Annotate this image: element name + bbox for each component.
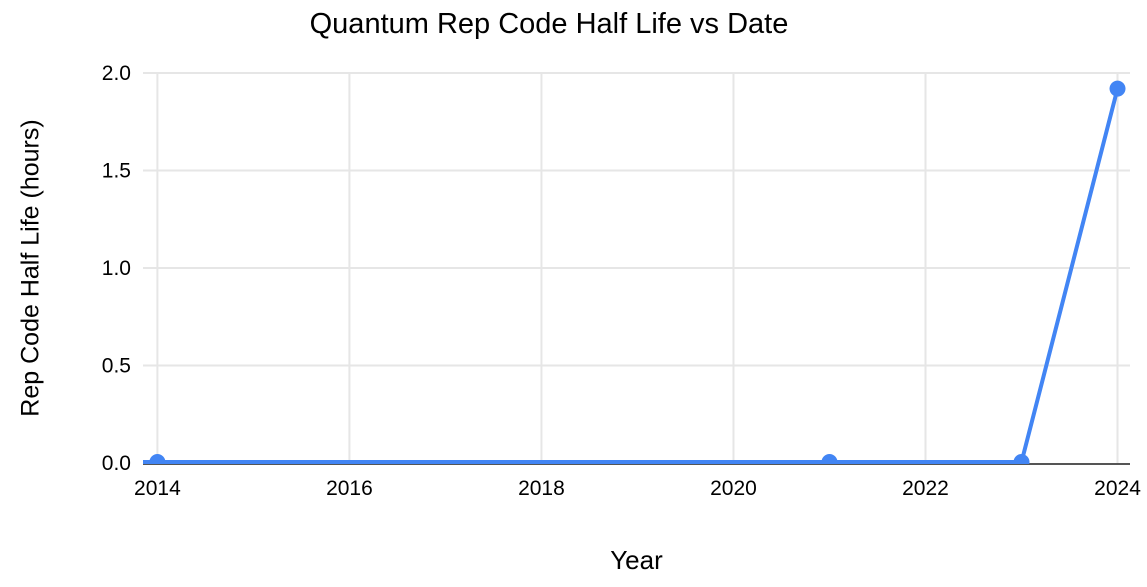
x-tick-label: 2018 (518, 477, 565, 500)
series-group (143, 80, 1126, 470)
x-tick-label: 2022 (902, 477, 949, 500)
y-tick-label: 2.0 (102, 62, 131, 85)
y-tick-label: 1.5 (102, 160, 131, 183)
x-tick-label: 2024 (1094, 477, 1141, 500)
y-tick-label: 0.0 (102, 452, 131, 475)
data-point[interactable] (821, 454, 838, 470)
series-line (143, 88, 1120, 464)
x-axis-title: Year (610, 545, 663, 575)
x-tick-label: 2014 (134, 477, 181, 500)
x-tick-label: 2016 (326, 477, 373, 500)
y-tick-label: 0.5 (102, 355, 131, 378)
data-point[interactable] (1013, 454, 1030, 470)
data-point[interactable] (1109, 80, 1126, 97)
chart-title: Quantum Rep Code Half Life vs Date (309, 8, 789, 40)
y-tick-label: 1.0 (102, 257, 131, 280)
x-tick-label: 2020 (710, 477, 757, 500)
data-point[interactable] (149, 454, 166, 470)
